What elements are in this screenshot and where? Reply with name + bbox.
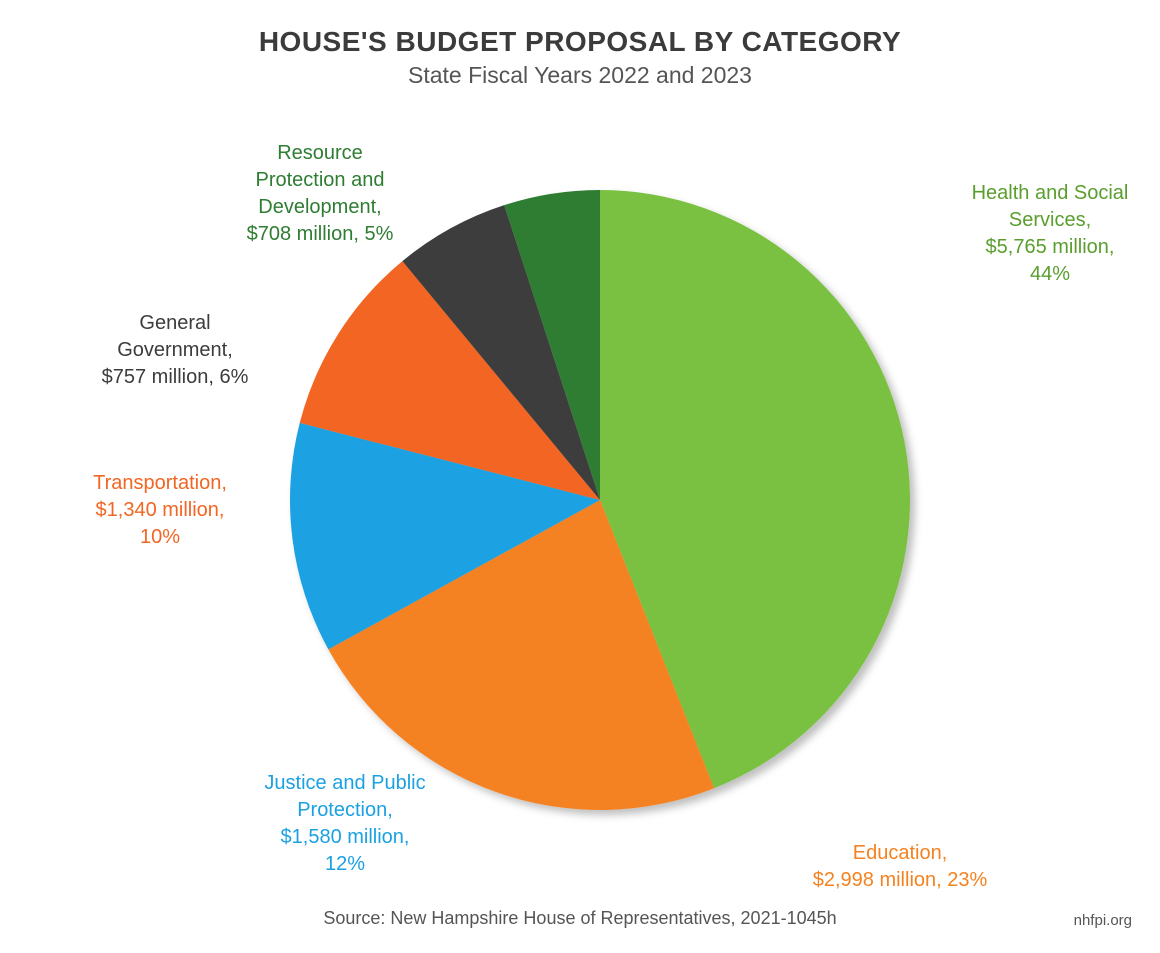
site-footer: nhfpi.org bbox=[1074, 912, 1132, 929]
site-text: nhfpi.org bbox=[1074, 912, 1132, 929]
slice-label: Justice and Public Protection, $1,580 mi… bbox=[230, 770, 460, 878]
slice-label: General Government, $757 million, 6% bbox=[65, 310, 285, 391]
slice-label: Education, $2,998 million, 23% bbox=[750, 840, 1050, 894]
source-footer: Source: New Hampshire House of Represent… bbox=[0, 908, 1160, 929]
source-text: Source: New Hampshire House of Represent… bbox=[323, 908, 836, 928]
slice-label: Resource Protection and Development, $70… bbox=[210, 140, 430, 248]
slice-label: Health and Social Services, $5,765 milli… bbox=[940, 180, 1160, 288]
slice-label: Transportation, $1,340 million, 10% bbox=[50, 470, 270, 551]
